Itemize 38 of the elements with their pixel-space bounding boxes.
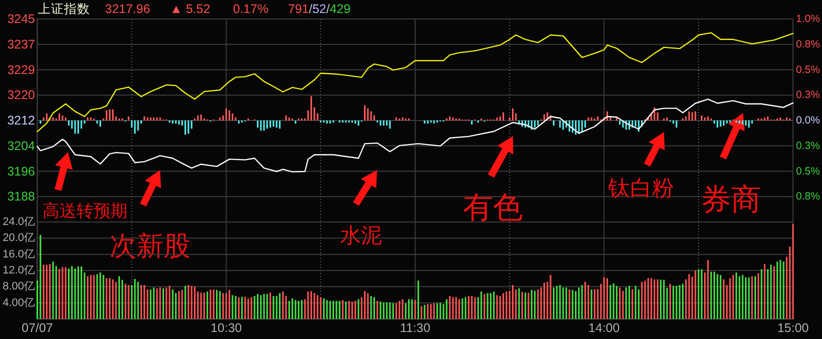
y-tick-label: 12.0亿 bbox=[2, 264, 35, 276]
x-tick-label: 11:30 bbox=[400, 321, 430, 335]
text: 791/52/429 bbox=[288, 2, 351, 16]
y2-tick-label: 1.0% bbox=[796, 13, 820, 25]
y-tick-label: 16.0亿 bbox=[2, 248, 35, 260]
y-tick-label: 20.0亿 bbox=[2, 232, 35, 244]
y2-tick-label: 0.5% bbox=[796, 64, 820, 76]
y2-tick-label: 0.8% bbox=[796, 190, 820, 203]
text: 0.17% bbox=[233, 2, 268, 16]
x-tick-label: 15:00 bbox=[777, 321, 809, 335]
x-tick-label: 10:30 bbox=[210, 321, 242, 335]
annotation: 券商 bbox=[701, 184, 761, 216]
text: 3217.96 bbox=[105, 2, 150, 16]
y-tick-label: 3245 bbox=[7, 12, 36, 26]
y2-tick-label: 0.0% bbox=[796, 114, 820, 126]
y-tick-label: 24.0亿 bbox=[2, 216, 35, 228]
y2-tick-label: 0.3% bbox=[796, 89, 820, 102]
chart-title: 上证指数 bbox=[38, 2, 90, 16]
y2-tick-label: 0.8% bbox=[796, 38, 820, 50]
y-tick-label: 3229 bbox=[7, 62, 36, 77]
y2-tick-label: 0.5% bbox=[796, 165, 820, 178]
y-tick-label: 8.00亿 bbox=[2, 280, 35, 293]
y-tick-label: 3188 bbox=[7, 190, 36, 204]
x-tick-label: 14:00 bbox=[588, 321, 620, 335]
y-tick-label: 3237 bbox=[7, 37, 36, 52]
annotation: 次新股 bbox=[110, 231, 190, 261]
annotation: 钛白粉 bbox=[607, 176, 674, 200]
y-tick-label: 3212 bbox=[7, 114, 36, 128]
y-tick-label: 3196 bbox=[7, 164, 36, 178]
y-tick-label: 4.00亿 bbox=[2, 296, 35, 309]
annotation: 水泥 bbox=[340, 224, 382, 248]
x-tick-label: 07/07 bbox=[22, 321, 53, 335]
annotation: 高送转预期 bbox=[42, 202, 128, 220]
annotation: 有色 bbox=[463, 192, 523, 224]
text: ▲ 5.52 bbox=[170, 2, 210, 16]
y2-tick-label: 0.3% bbox=[796, 140, 820, 152]
y-tick-label: 3220 bbox=[7, 88, 36, 102]
y-tick-label: 3204 bbox=[7, 138, 36, 153]
